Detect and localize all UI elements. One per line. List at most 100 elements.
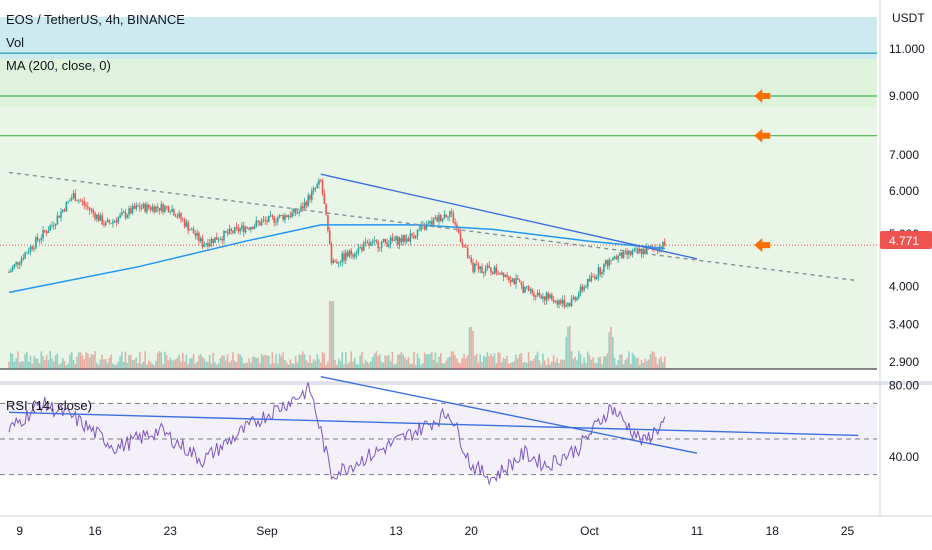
candle-body — [638, 248, 641, 252]
candle-body — [190, 228, 193, 230]
volume-bar — [151, 363, 154, 369]
price-tick-label: 11.000 — [889, 42, 925, 56]
candle-body — [533, 293, 535, 297]
volume-bar — [380, 361, 383, 369]
time-axis — [0, 516, 932, 550]
volume-bar — [103, 359, 105, 369]
candle-body — [146, 204, 148, 212]
candlesticks — [8, 178, 666, 310]
volume-bar — [465, 358, 467, 369]
volume-bar — [341, 352, 344, 369]
candle-body — [611, 258, 614, 260]
candle-body — [563, 299, 566, 307]
volume-bar — [581, 363, 584, 369]
symbol-title[interactable]: EOS / TetherUS, 4h, BINANCE — [6, 12, 185, 27]
candle-body — [615, 256, 618, 260]
volume-bar — [300, 354, 302, 369]
candle-body — [619, 252, 621, 256]
vol-label[interactable]: Vol — [6, 35, 24, 50]
volume-bar — [610, 326, 612, 369]
volume-bar — [506, 355, 508, 369]
volume-bar — [488, 355, 490, 369]
candle-body — [217, 239, 220, 241]
candle-body — [350, 250, 353, 255]
volume-bar — [361, 351, 363, 369]
volume-bar — [576, 360, 578, 369]
volume-bar — [303, 354, 306, 369]
candle-body — [61, 209, 64, 212]
candle-body — [267, 215, 270, 222]
candle-body — [164, 206, 166, 213]
current-price-label: 4.771 — [889, 234, 919, 248]
candle-body — [595, 276, 598, 279]
volume-bar — [525, 362, 528, 369]
target-arrow-icon — [754, 238, 771, 253]
volume-bar — [65, 364, 68, 369]
candle-body — [276, 218, 279, 222]
volume-bar — [640, 359, 643, 369]
volume-bar — [572, 359, 575, 369]
volume-bar — [586, 351, 589, 369]
volume-bar — [35, 358, 37, 369]
volume-bar — [155, 360, 157, 369]
candle-body — [565, 305, 568, 307]
candle-body — [466, 247, 469, 258]
volume-bar — [183, 361, 186, 369]
candle-body — [450, 211, 453, 214]
time-tick-label: 25 — [841, 524, 855, 538]
volume-bar — [69, 354, 71, 369]
volume-bar — [391, 351, 394, 369]
volume-bar — [72, 359, 75, 369]
volume-bar — [232, 352, 234, 369]
candle-body — [110, 223, 112, 224]
volume-bar — [484, 356, 487, 369]
candle-body — [221, 238, 224, 241]
zone-top — [0, 17, 877, 59]
candle-body — [35, 237, 37, 248]
volume-bar — [61, 358, 64, 369]
candle-body — [56, 215, 59, 225]
currency-label: USDT — [892, 11, 925, 25]
volume-bar — [375, 351, 378, 369]
rsi-label[interactable]: RSI (14, close) — [6, 398, 92, 413]
volume-bar — [441, 362, 444, 369]
candle-body — [266, 220, 268, 222]
volume-bar — [294, 356, 297, 369]
volume-bar — [181, 352, 184, 369]
volume-bar — [31, 363, 34, 369]
candle-body — [244, 227, 247, 233]
candle-body — [233, 226, 236, 233]
time-tick-label: 13 — [389, 524, 403, 538]
volume-bar — [534, 355, 537, 369]
candle-body — [310, 191, 313, 200]
volume-bar — [364, 359, 367, 369]
volume-bar — [619, 354, 621, 369]
candle-body — [104, 221, 107, 225]
candle-body — [416, 230, 419, 237]
candle-body — [389, 237, 392, 245]
ma-label[interactable]: MA (200, close, 0) — [6, 58, 111, 73]
volume-bar — [198, 355, 200, 369]
candle-body — [235, 226, 238, 228]
volume-bar — [162, 364, 164, 369]
volume-bar — [337, 358, 340, 369]
volume-bar — [9, 352, 12, 369]
candle-body — [515, 278, 517, 285]
candle-body — [604, 260, 607, 264]
candle-body — [431, 221, 433, 225]
volume-bar — [552, 354, 555, 369]
candle-body — [192, 228, 195, 234]
volume-bar — [40, 351, 43, 369]
volume-bar — [164, 351, 166, 369]
candle-body — [594, 276, 596, 279]
candle-body — [456, 224, 458, 229]
volume-bar — [214, 362, 216, 369]
candle-body — [83, 201, 86, 206]
candle-body — [20, 258, 23, 264]
candle-body — [189, 229, 191, 231]
volume-bar — [617, 360, 619, 369]
candle-body — [135, 205, 138, 209]
volume-bar — [656, 364, 659, 369]
volume-bar — [377, 355, 379, 369]
volume-bar — [45, 354, 48, 369]
